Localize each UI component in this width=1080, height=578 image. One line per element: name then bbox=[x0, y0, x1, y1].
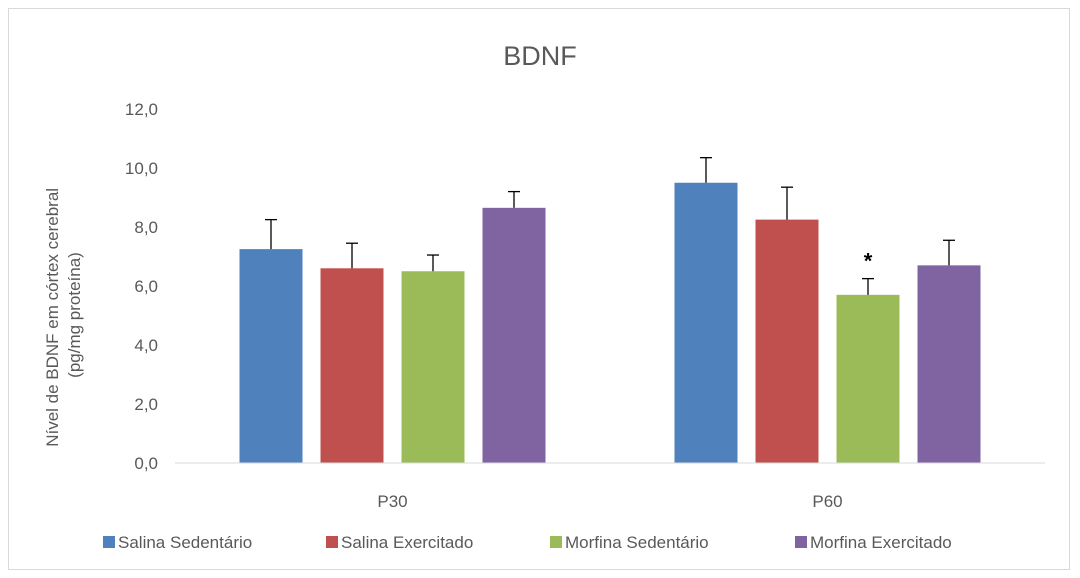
legend-item: Salina Sedentário bbox=[103, 533, 252, 552]
bar-p60-4 bbox=[917, 265, 981, 463]
bar-p30-3 bbox=[401, 271, 465, 463]
bar-p60-3 bbox=[836, 294, 900, 463]
error-bar bbox=[781, 186, 793, 220]
error-bar bbox=[943, 239, 955, 266]
legend: Salina Sedentário Salina Exercitado Morfin… bbox=[103, 533, 952, 552]
legend-swatch bbox=[795, 536, 807, 548]
y-tick-label: 8,0 bbox=[134, 218, 158, 237]
y-axis-label-line2: (pg/mg proteína) bbox=[65, 252, 84, 378]
annotations: * bbox=[864, 249, 873, 274]
legend-item: Salina Exercitado bbox=[326, 533, 473, 552]
y-tick-label: 0,0 bbox=[134, 454, 158, 473]
y-tick-label: 6,0 bbox=[134, 277, 158, 296]
legend-label: Morfina Sedentário bbox=[565, 533, 709, 552]
error-bars bbox=[265, 157, 955, 295]
legend-label: Salina Sedentário bbox=[118, 533, 252, 552]
bar-p30-1 bbox=[239, 249, 303, 463]
error-bar bbox=[427, 254, 439, 272]
y-tick-label: 2,0 bbox=[134, 395, 158, 414]
chart-title: BDNF bbox=[503, 41, 577, 71]
y-axis-label-line1: Nível de BDNF em córtex cerebral bbox=[43, 188, 62, 447]
legend-item: Morfina Sedentário bbox=[550, 533, 709, 552]
legend-label: Salina Exercitado bbox=[341, 533, 473, 552]
bar-p30-2 bbox=[320, 268, 384, 463]
y-tick-label: 12,0 bbox=[125, 100, 158, 119]
error-bar bbox=[862, 277, 874, 295]
bars bbox=[239, 182, 981, 463]
x-tick-label: P30 bbox=[377, 492, 407, 511]
error-bar bbox=[700, 157, 712, 183]
x-tick-label: P60 bbox=[812, 492, 842, 511]
bar-p60-2 bbox=[755, 219, 819, 463]
y-tick-label: 10,0 bbox=[125, 159, 158, 178]
legend-swatch bbox=[103, 536, 115, 548]
error-bar bbox=[508, 190, 520, 208]
y-axis-label: Nível de BDNF em córtex cerebral (pg/mg … bbox=[43, 183, 84, 447]
legend-swatch bbox=[326, 536, 338, 548]
legend-item: Morfina Exercitado bbox=[795, 533, 952, 552]
error-bar bbox=[265, 218, 277, 250]
y-axis-ticks: 0,0 2,0 4,0 6,0 8,0 10,0 12,0 bbox=[125, 100, 158, 473]
x-axis-ticks: P30 P60 bbox=[377, 492, 842, 511]
significance-marker: * bbox=[864, 249, 873, 274]
bar-p60-1 bbox=[674, 182, 738, 463]
bar-p30-4 bbox=[482, 207, 546, 463]
y-tick-label: 4,0 bbox=[134, 336, 158, 355]
error-bar bbox=[346, 242, 358, 269]
legend-swatch bbox=[550, 536, 562, 548]
legend-label: Morfina Exercitado bbox=[810, 533, 952, 552]
